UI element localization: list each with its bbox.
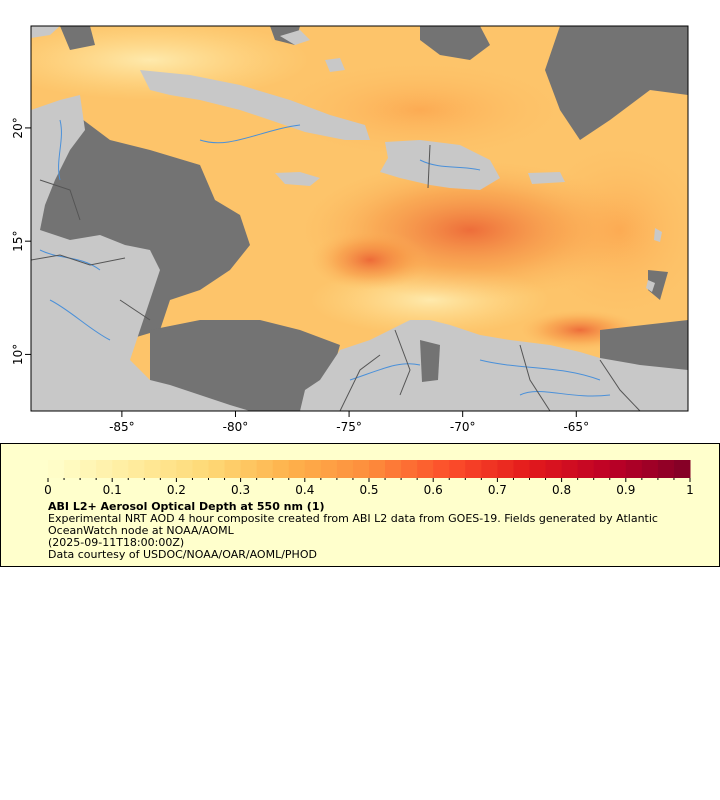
lat-tick-label: 15° xyxy=(11,231,25,252)
colorbar-cell xyxy=(144,460,161,478)
aod-high-region xyxy=(310,230,430,290)
colorbar-tick-label: 0 xyxy=(44,483,52,497)
colorbar-cell xyxy=(256,460,274,478)
colorbar-cell xyxy=(80,460,97,478)
legend-panel: 0 0.1 0.2 0.3 0.4 0.5 0.6 0.7 0.8 0.9 1 ABI L2+ Ae… xyxy=(0,443,720,567)
colorbar-cell xyxy=(320,460,338,478)
hispaniola xyxy=(380,140,500,190)
colorbar-cell xyxy=(577,460,595,478)
colorbar-cells xyxy=(48,460,691,478)
colorbar-cell xyxy=(625,460,643,478)
colorbar-cell xyxy=(497,460,514,478)
colorbar-cell xyxy=(160,460,177,478)
lon-tick-label: -80° xyxy=(223,420,249,434)
colorbar-cell xyxy=(433,460,450,478)
colorbar-cell xyxy=(417,460,434,478)
colorbar-cell xyxy=(224,460,242,478)
legend-credit: Data courtesy of USDOC/NOAA/OAR/AOML/PHO… xyxy=(48,548,317,561)
colorbar-cell xyxy=(272,460,290,478)
cuba xyxy=(140,70,370,140)
aod-map: -85° -80° -75° -70° -65° 20° 15° 10° xyxy=(11,25,689,434)
legend-timestamp: (2025-09-11T18:00:00Z) xyxy=(48,536,185,549)
colorbar-cell xyxy=(513,460,530,478)
cloud-mask xyxy=(31,26,688,411)
colorbar-cell xyxy=(657,460,675,478)
colorbar-cell xyxy=(208,460,226,478)
colorbar-cell xyxy=(352,460,370,478)
colorbar-cell xyxy=(545,460,563,478)
colorbar-ticks: 0 0.1 0.2 0.3 0.4 0.5 0.6 0.7 0.8 0.9 1 xyxy=(44,478,694,497)
colorbar-cell xyxy=(465,460,482,478)
florida xyxy=(31,26,60,38)
colorbar-cell xyxy=(385,460,402,478)
colorbar-tick-label: 0.1 xyxy=(103,483,122,497)
colorbar-cell xyxy=(369,460,386,478)
latitude-axis: 20° 15° 10° xyxy=(11,117,31,365)
colorbar-cell xyxy=(336,460,354,478)
colorbar-cell xyxy=(401,460,418,478)
bahamas xyxy=(280,30,310,45)
lon-tick-label: -75° xyxy=(336,420,362,434)
legend-description: Experimental NRT AOD 4 hour composite cr… xyxy=(48,512,658,537)
puerto-rico xyxy=(528,172,565,184)
colorbar-cell xyxy=(593,460,611,478)
longitude-axis: -85° -80° -75° -70° -65° xyxy=(109,411,589,434)
colorbar-tick-label: 0.6 xyxy=(424,483,443,497)
colorbar-cell xyxy=(240,460,258,478)
river-lines xyxy=(39,119,611,397)
colorbar-cell xyxy=(176,460,193,478)
colorbar-cell xyxy=(529,460,547,478)
lat-tick-label: 20° xyxy=(11,117,25,138)
colorbar: 0 0.1 0.2 0.3 0.4 0.5 0.6 0.7 0.8 0.9 1 xyxy=(44,460,694,497)
colorbar-tick-label: 1 xyxy=(686,483,694,497)
colorbar-cell xyxy=(64,460,81,478)
lon-tick-label: -85° xyxy=(109,420,135,434)
lesser-antilles xyxy=(646,280,655,292)
colorbar-cell xyxy=(128,460,145,478)
legend-title: ABI L2+ Aerosol Optical Depth at 550 nm … xyxy=(48,500,325,513)
country-borders xyxy=(31,144,641,411)
colorbar-tick-label: 0.7 xyxy=(488,483,507,497)
colorbar-cell xyxy=(96,460,113,478)
colorbar-cell xyxy=(449,460,466,478)
colorbar-cell xyxy=(641,460,659,478)
colorbar-cell xyxy=(48,460,65,478)
bahamas xyxy=(325,58,345,72)
lon-tick-label: -65° xyxy=(563,420,589,434)
colorbar-tick-label: 0.4 xyxy=(295,483,314,497)
colorbar-cell xyxy=(673,460,691,478)
colorbar-tick-label: 0.5 xyxy=(359,483,378,497)
colorbar-cell xyxy=(304,460,322,478)
colorbar-tick-label: 0.8 xyxy=(552,483,571,497)
colorbar-cell xyxy=(481,460,498,478)
central-america xyxy=(31,95,250,411)
colorbar-cell xyxy=(112,460,129,478)
colorbar-cell xyxy=(288,460,306,478)
jamaica xyxy=(275,172,320,186)
lat-tick-label: 10° xyxy=(11,344,25,365)
aod-light-band xyxy=(31,26,310,100)
colorbar-tick-label: 0.9 xyxy=(616,483,635,497)
colorbar-tick-label: 0.2 xyxy=(167,483,186,497)
land-mass xyxy=(31,26,688,411)
lake-maracaibo xyxy=(420,340,440,382)
lon-tick-label: -70° xyxy=(450,420,476,434)
colorbar-cell xyxy=(609,460,627,478)
colorbar-tick-label: 0.3 xyxy=(231,483,250,497)
colorbar-cell xyxy=(561,460,579,478)
south-america xyxy=(300,320,688,411)
map-frame xyxy=(30,25,689,412)
lesser-antilles xyxy=(654,228,662,242)
colorbar-cell xyxy=(192,460,209,478)
